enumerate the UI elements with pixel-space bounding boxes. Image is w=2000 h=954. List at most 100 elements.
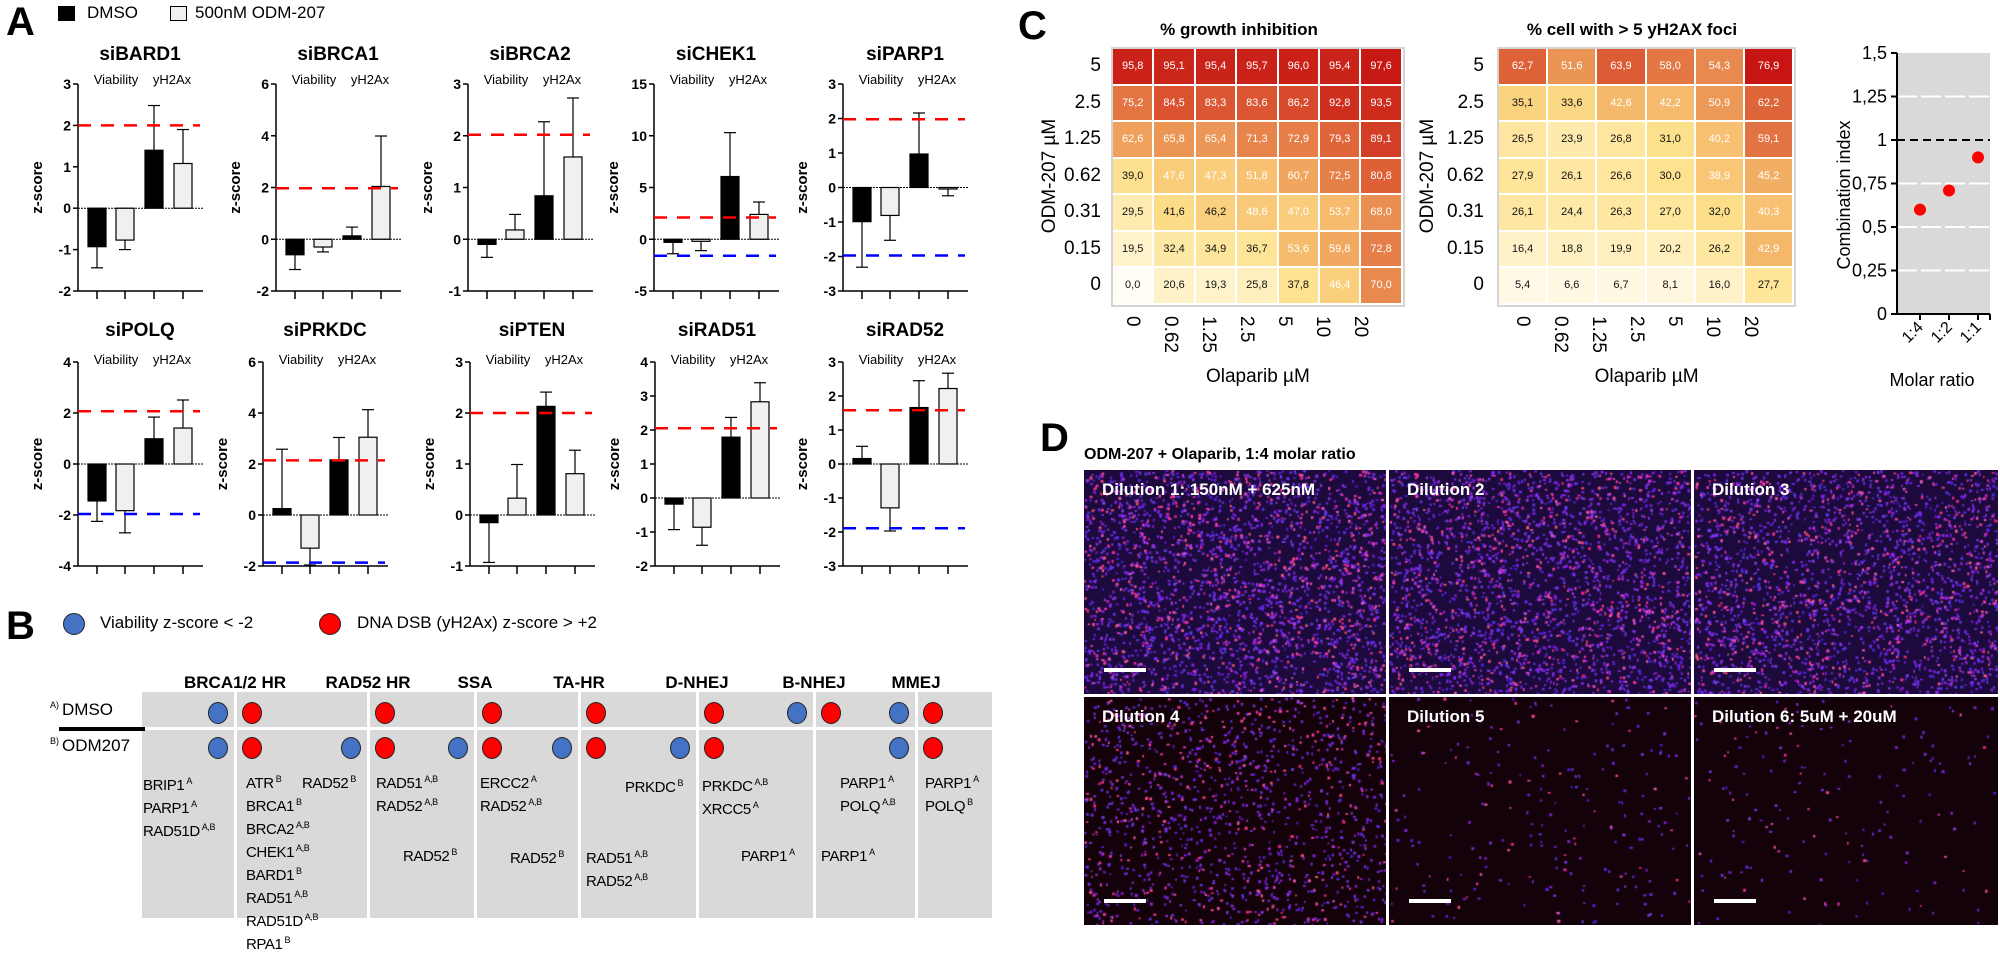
y-tick-label: 0 [248,507,256,523]
heatmap-cell: 26,6 [1597,158,1647,195]
y-tick-label: -1 [451,558,464,574]
microscopy-image-5: Dilution 5 [1389,697,1691,925]
heatmap-cell: 42,9 [1745,231,1795,268]
gene-name: RAD52 [480,798,527,815]
y-tick-label: -4 [59,558,72,574]
heatmap-cell: 50,9 [1695,85,1745,122]
gene-name: RAD51 [586,850,633,867]
heatmap-row-label: 0.15 [1447,237,1484,259]
image-label: Dilution 6: 5uM + 20uM [1712,707,1897,726]
heatmap-cell: 76,9 [1745,49,1795,86]
chart-title: siCHEK1 [676,44,757,65]
panel-c-heatmaps: % growth inhibition 5 95,8 95,1 95,4 95,7 96,0… [0,0,2000,420]
dsb-marker [923,702,943,724]
heatmap-row-label: 0 [1473,274,1484,295]
y-tick-label: -2 [824,524,837,540]
heatmap-cell: 95,4 [1320,49,1362,86]
gene-name: ERCC2 [480,775,529,792]
group-label-viability: Viability [486,352,531,367]
group-label-yh2ax: yH2Ax [545,352,584,367]
heatmap-cell: 72,8 [1361,231,1403,268]
combination-index-plot: 0 0,25 0,5 0,75 1 1,25 1,5 1:4 1:2 1:1 Molar ratio… [1834,43,1991,390]
panel-b-label: B [6,604,35,648]
group-label-viability: Viability [94,72,139,87]
viability-marker [448,737,468,759]
gene-name: ATR [246,775,274,792]
y-tick-label: 6 [248,354,256,370]
heatmap-row-label: 2.5 [1074,91,1101,113]
image-label: Dilution 1: 150nM + 625nM [1102,480,1316,499]
image-label: Dilution 4 [1102,707,1180,726]
y-tick-label: 4 [640,354,648,370]
gene-condition: A [973,774,979,784]
gene-condition: B [677,778,684,788]
heatmap-cell: 97,6 [1361,49,1403,86]
y-tick-label: -1 [824,490,837,506]
heatmap-cell: 26,1 [1499,195,1549,232]
microscopy-image-6: Dilution 6: 5uM + 20uM [1694,697,1998,925]
gene-item: PARP1 A [143,795,215,818]
chart-title: siRAD52 [866,320,944,341]
dsb-marker [704,702,724,724]
gene-condition: A [186,776,192,786]
gene-name: POLQ [925,798,966,815]
heatmap-cell: 32,4 [1154,231,1196,268]
group-label-viability: Viability [859,72,904,87]
legend-dsb-text: DNA DSB (yH2Ax) z-score > +2 [357,613,597,632]
heatmap-col-label: 5 [1274,316,1295,327]
y-tick-label: 0 [261,231,269,247]
y-tick-label: 3 [640,388,648,404]
heatmap-cell: 40,3 [1745,195,1795,232]
heatmap-cell: 26,5 [1499,122,1549,159]
gene-condition: A,B [304,912,319,922]
heatmap-x-axis-label: Olaparib µM [1205,366,1310,387]
pathway-header: TA-HR [553,673,605,692]
group-label-viability: Viability [292,72,337,87]
gene-condition: B [284,935,291,945]
pathway-header: SSA [457,673,493,692]
heatmap-cell: 47,6 [1154,158,1196,195]
y-axis-label: z-score [227,161,244,214]
y-tick-label: -2 [59,507,72,523]
heatmap-cell: 30,0 [1646,158,1696,195]
gene-condition: A,B [424,774,438,784]
y-tick-label: 1 [63,159,71,175]
dsb-marker [586,702,606,724]
pathway-header: D-NHEJ [665,673,729,692]
heatmap-cell: 5,4 [1499,268,1549,305]
dsb-marker [375,702,395,724]
heatmap-cell: 19,3 [1195,268,1238,305]
pathway-table: A) DMSO B) ODM207 BRCA1/2 HR RAD52 HR SSA TA-HR… [0,0,1000,953]
microscopy-image-3: Dilution 3 [1694,470,1998,694]
bar-chart-siRAD52: siRAD52 Viability yH2Ax z-score -3 -2 -1 0 1 2 3 [794,320,968,574]
gene-condition: B [967,797,973,807]
heatmap-cell: 75,2 [1113,85,1155,122]
panel-d-label: D [1040,416,1069,460]
gene-name: PARP1 [143,800,190,817]
group-label-yh2ax: yH2Ax [351,72,390,87]
gene-item: POLQ A,B [840,793,896,816]
gene-name: RAD51 [376,775,423,792]
heatmap-col-label: 0.62 [1160,316,1181,353]
heatmap-col-label: 5 [1664,316,1685,327]
heatmap-cell: 62,2 [1745,85,1795,122]
y-tick-label: 0 [1877,304,1887,324]
bar-chart-siRAD51: siRAD51 Viability yH2Ax z-score -2 -1 0 1 2 3 4 [606,320,780,574]
column-divider [234,692,237,918]
y-tick-label: 0 [640,490,648,506]
viability-marker [208,737,228,759]
y-tick-label: 5 [639,180,647,196]
gene-condition: A [888,774,894,784]
column-divider [578,692,581,918]
heatmap-cell: 62,7 [1499,49,1549,86]
gene-condition: B [296,866,302,876]
legend-viability-text: Viability z-score < -2 [100,613,254,632]
image-label: Dilution 2 [1407,480,1485,499]
gene-name: PRKDC [702,778,753,795]
pathway-header: RAD52 HR [325,673,411,692]
y-axis-label: z-score [421,438,438,491]
y-axis-label: z-score [29,438,46,491]
heatmap-cell: 95,7 [1237,49,1279,86]
y-tick-label: 3 [453,76,461,92]
